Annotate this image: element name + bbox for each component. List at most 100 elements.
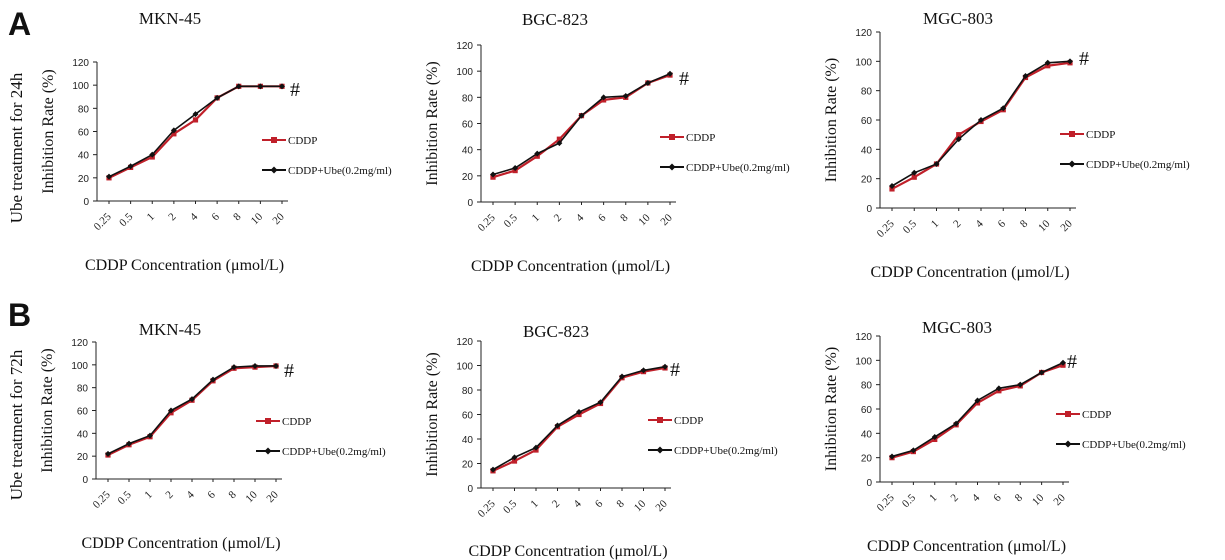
y-tick-label: 100 [855,57,872,68]
x-axis-label: CDDP Concentration (μmol/L) [867,538,1066,555]
x-tick-label: 8 [226,489,239,502]
x-axis-label: CDDP Concentration (μmol/L) [471,258,670,275]
x-tick-label: 0.5 [115,489,134,508]
series-line-cddp [891,61,1071,190]
x-tick-label: 1 [927,492,939,504]
x-tick-label: 20 [1051,492,1068,509]
legend-marker-cddp-ube [668,163,676,171]
series-line-cddp-ube [107,365,276,455]
y-tick-label: 120 [72,58,89,69]
x-tick-label: 20 [270,211,287,228]
x-tick-label: 0.5 [501,498,520,517]
x-axis-label: CDDP Concentration (μmol/L) [468,543,667,560]
x-tick-label: 20 [264,489,281,506]
y-tick-label: 120 [456,41,473,52]
data-point-cddp-ube [640,367,647,374]
x-tick-label: 2 [552,212,564,224]
y-tick-label: 40 [861,429,873,440]
chart-3: 0 20 40 60 80 100 120 0.25 0.5 1 2 4 6 8 10 20 MGC-803 In… [823,9,1190,281]
x-tick-label: 20 [653,498,670,515]
y-axis-label: Inhibition Rate (%) [823,347,840,471]
data-point-cddp-ube [622,93,629,100]
data-point-cddp-ube [126,440,132,447]
series-line-cddp-ube [891,362,1064,458]
chart-title: BGC-823 [523,322,589,341]
data-point-cddp-ube [974,397,981,404]
data-point-cddp-ube [257,83,264,90]
chart-title: MKN-45 [139,9,201,28]
y-tick-label: 60 [861,405,873,416]
x-tick-label: 1 [528,498,540,510]
chart-title: MGC-803 [922,318,992,337]
data-point-cddp-ube [1017,381,1024,388]
data-point-cddp-ube [662,363,668,370]
data-point-cddp-ube [192,111,199,118]
data-point-cddp-ube [533,444,539,451]
y-tick-label: 0 [467,198,473,209]
x-tick-label: 10 [243,489,260,506]
data-point-cddp-ube [911,169,918,176]
panel-label-b: B [8,297,31,333]
y-tick-label: 100 [72,81,89,92]
y-tick-label: 40 [462,435,474,446]
y-tick-label: 60 [462,411,474,422]
y-tick-label: 20 [462,172,474,183]
legend-label: CDDP+Ube(0.2mg/ml) [288,165,392,177]
data-point-cddp-ube [556,140,563,147]
data-point-cddp-ube [210,376,216,383]
data-point-cddp-ube [933,161,940,167]
data-point-cddp-ube [978,117,984,123]
data-point-cddp-ube [168,407,174,414]
x-tick-label: 10 [1030,492,1047,509]
data-point-cddp-ube [889,453,895,460]
legend-marker-cddp [1069,131,1075,137]
data-point-cddp-ube [1038,369,1045,376]
x-tick-label: 2 [951,218,963,230]
data-point-cddp-ube [667,70,673,77]
legend-marker-cddp [271,137,277,143]
y-tick-label: 60 [78,128,90,139]
legend-marker-cddp-ube [270,166,278,174]
x-axis-label: CDDP Concentration (μmol/L) [85,257,284,274]
y-tick-label: 120 [456,337,473,348]
legend-label: CDDP+Ube(0.2mg/ml) [674,445,778,457]
x-tick-label: 0.25 [92,211,114,233]
y-tick-label: 40 [77,429,89,440]
legend-label: CDDP+Ube(0.2mg/ml) [1082,439,1186,451]
y-tick-label: 100 [71,361,88,372]
data-point-cddp-ube [511,454,518,461]
significance-mark: # [1067,351,1077,373]
x-tick-label: 20 [658,212,675,229]
x-tick-label: 1 [530,212,542,224]
data-point-cddp-ube [1067,58,1073,65]
x-tick-label: 8 [1018,218,1031,231]
data-point-cddp-ube [554,422,561,429]
data-point-cddp-ube [273,362,279,369]
x-tick-label: 20 [1058,218,1075,235]
data-point-cddp [192,117,199,123]
x-axis-label: CDDP Concentration (μmol/L) [81,535,280,552]
series-line-cddp-ube [108,85,282,178]
x-tick-label: 8 [614,498,627,511]
legend-label: CDDP [674,415,703,427]
x-tick-label: 6 [205,489,218,502]
data-point-cddp-ube [106,173,112,180]
data-point-cddp-ube [490,466,496,473]
y-tick-label: 100 [855,356,872,367]
y-tick-label: 60 [462,120,474,131]
data-point-cddp-ube [170,127,177,134]
x-tick-label: 6 [991,492,1004,505]
data-point-cddp-ube [214,94,221,101]
y-tick-label: 120 [855,332,872,343]
y-tick-label: 120 [855,28,872,39]
data-point-cddp [511,458,518,464]
x-tick-label: 1 [145,211,157,223]
data-point-cddp-ube [279,83,285,90]
x-tick-label: 1 [142,489,154,501]
y-tick-label: 0 [83,197,89,208]
data-point-cddp-ube [512,164,519,171]
y-tick-label: 80 [78,104,90,115]
data-point-cddp-ube [910,447,917,454]
